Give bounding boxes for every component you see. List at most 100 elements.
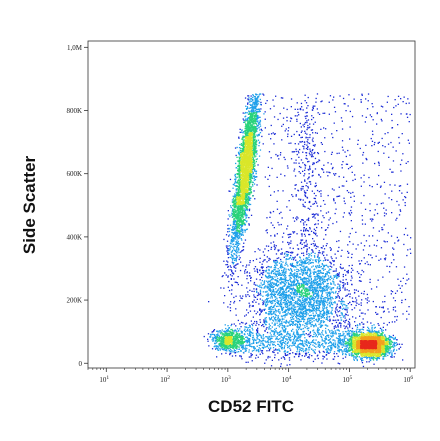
event-dot: [324, 339, 326, 342]
event-dot: [359, 263, 361, 265]
event-dot: [237, 250, 239, 252]
event-dot: [271, 296, 273, 298]
event-dot: [247, 95, 249, 97]
event-dot: [261, 263, 263, 265]
event-dot: [288, 269, 290, 271]
event-dot: [355, 299, 358, 301]
event-dot: [262, 334, 265, 336]
event-dot: [391, 171, 393, 173]
event-dot: [319, 252, 321, 254]
event-dot: [235, 254, 237, 256]
event-dot: [392, 160, 395, 162]
event-dot: [275, 320, 277, 322]
event-dot: [346, 350, 348, 353]
event-dot: [301, 318, 303, 320]
event-dot: [274, 133, 276, 135]
event-dot: [374, 209, 376, 211]
event-dot: [394, 310, 397, 312]
event-dot: [302, 278, 304, 280]
event-dot: [331, 133, 333, 135]
event-dot: [320, 290, 322, 293]
event-dot: [343, 315, 345, 317]
event-dot: [338, 340, 340, 342]
event-dot: [314, 200, 317, 202]
event-dot: [247, 361, 249, 363]
event-dot: [281, 303, 283, 306]
event-dot: [235, 241, 237, 243]
event-dot: [310, 297, 313, 300]
event-dot: [306, 196, 308, 199]
event-dot: [359, 280, 362, 282]
event-dot: [358, 331, 360, 333]
event-dot: [377, 356, 379, 359]
event-dot: [313, 215, 315, 218]
event-dot: [231, 289, 233, 291]
event-dot: [341, 297, 344, 299]
event-dot: [305, 322, 307, 324]
event-dot: [293, 294, 295, 296]
event-dot: [298, 308, 300, 310]
event-dot: [297, 253, 299, 255]
event-dot: [350, 334, 353, 336]
event-dot: [308, 347, 310, 349]
event-dot: [338, 363, 341, 365]
event-dot: [257, 117, 260, 119]
event-dot: [308, 323, 310, 325]
event-dot: [290, 281, 292, 283]
event-dot: [366, 293, 368, 296]
event-dot: [275, 330, 277, 332]
event-dot: [248, 217, 250, 219]
event-dot: [314, 315, 316, 317]
event-dot: [305, 112, 307, 114]
event-dot: [385, 209, 387, 211]
event-dot: [299, 293, 301, 295]
event-dot: [317, 334, 320, 336]
event-dot: [255, 173, 257, 175]
event-dot: [231, 239, 234, 241]
event-dot: [306, 303, 308, 305]
event-dot: [332, 319, 334, 321]
event-dot: [258, 111, 260, 113]
event-dot: [273, 333, 276, 335]
event-dot: [337, 343, 339, 345]
event-dot: [289, 333, 291, 335]
event-dot: [234, 174, 236, 176]
event-dot: [300, 102, 303, 105]
event-dot: [251, 360, 253, 362]
event-dot: [234, 236, 236, 239]
event-dot: [252, 172, 254, 174]
event-dot: [297, 310, 299, 312]
event-dot: [244, 326, 246, 328]
event-dot: [274, 341, 276, 343]
event-dot: [318, 315, 320, 318]
event-dot: [245, 336, 247, 338]
event-dot: [255, 332, 258, 335]
event-dot: [318, 258, 320, 260]
event-dot: [341, 267, 343, 270]
event-dot: [291, 265, 293, 267]
event-dot: [362, 332, 365, 334]
event-dot: [361, 269, 363, 272]
event-dot: [275, 314, 277, 317]
event-dot: [247, 99, 250, 101]
event-dot: [236, 247, 238, 249]
event-dot: [296, 325, 298, 328]
event-dot: [289, 247, 291, 249]
event-dot: [277, 250, 279, 252]
event-dot: [301, 239, 304, 241]
event-dot: [290, 317, 292, 319]
event-dot: [327, 325, 329, 327]
event-dot: [305, 348, 307, 350]
event-dot: [340, 263, 342, 266]
event-dot: [342, 97, 345, 100]
event-dot: [309, 273, 311, 275]
event-dot: [315, 282, 318, 285]
event-dot: [388, 339, 390, 341]
event-dot: [408, 102, 410, 104]
event-dot: [282, 341, 284, 344]
event-dot: [317, 152, 320, 155]
event-dot: [343, 340, 345, 342]
event-dot: [344, 356, 347, 358]
event-dot: [269, 287, 271, 290]
event-dot: [249, 275, 251, 277]
